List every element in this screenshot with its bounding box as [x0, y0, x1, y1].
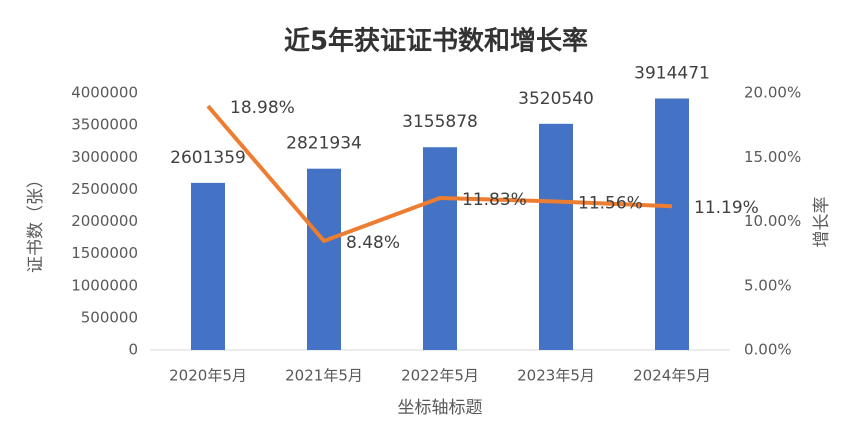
- y-tick-label: 2000000: [71, 212, 138, 230]
- chart-title: 近5年获证证书数和增长率: [284, 26, 588, 57]
- x-tick-label: 2024年5月: [633, 367, 711, 385]
- y-tick-label: 4000000: [71, 84, 138, 102]
- bar-value-label: 2821934: [286, 134, 362, 154]
- y2-axis-title: 增长率: [812, 197, 832, 248]
- bar: [655, 98, 689, 350]
- line: [206, 104, 673, 244]
- x-tick-label: 2020年5月: [169, 367, 247, 385]
- x-axis-title: 坐标轴标题: [398, 398, 483, 418]
- y-axis-title: 证书数（张）: [26, 171, 46, 273]
- bar-value-label: 3914471: [634, 63, 710, 83]
- x-tick-label: 2023年5月: [517, 367, 595, 385]
- line-value-label: 11.56%: [578, 193, 643, 213]
- y2-tick-label: 10.00%: [744, 212, 801, 230]
- bar-value-label: 3155878: [402, 112, 478, 132]
- y2-tick-label: 5.00%: [744, 276, 792, 294]
- x-tick-label: 2022年5月: [401, 367, 479, 385]
- y2-tick-label: 15.00%: [744, 148, 801, 166]
- y-tick-label: 3500000: [71, 116, 138, 134]
- y-tick-label: 0: [128, 341, 138, 359]
- y-tick-label: 1500000: [71, 244, 138, 262]
- bar: [539, 123, 573, 351]
- line-value-label: 11.83%: [462, 190, 527, 210]
- y-tick-label: 1000000: [71, 276, 138, 294]
- bar: [307, 168, 341, 350]
- bar-value-label: 2601359: [170, 148, 246, 168]
- y-tick-label: 500000: [81, 308, 138, 326]
- y2-tick-label: 0.00%: [744, 341, 792, 359]
- line-value-label: 11.19%: [694, 198, 759, 218]
- line-value-label: 8.48%: [346, 233, 400, 253]
- bar: [423, 147, 457, 350]
- bar: [191, 182, 225, 350]
- y-tick-label: 3000000: [71, 148, 138, 166]
- bar-value-label: 3520540: [518, 89, 594, 109]
- line-value-label: 18.98%: [230, 98, 295, 118]
- x-tick-label: 2021年5月: [285, 367, 363, 385]
- y-tick-label: 2500000: [71, 180, 138, 198]
- y2-tick-label: 20.00%: [744, 84, 801, 102]
